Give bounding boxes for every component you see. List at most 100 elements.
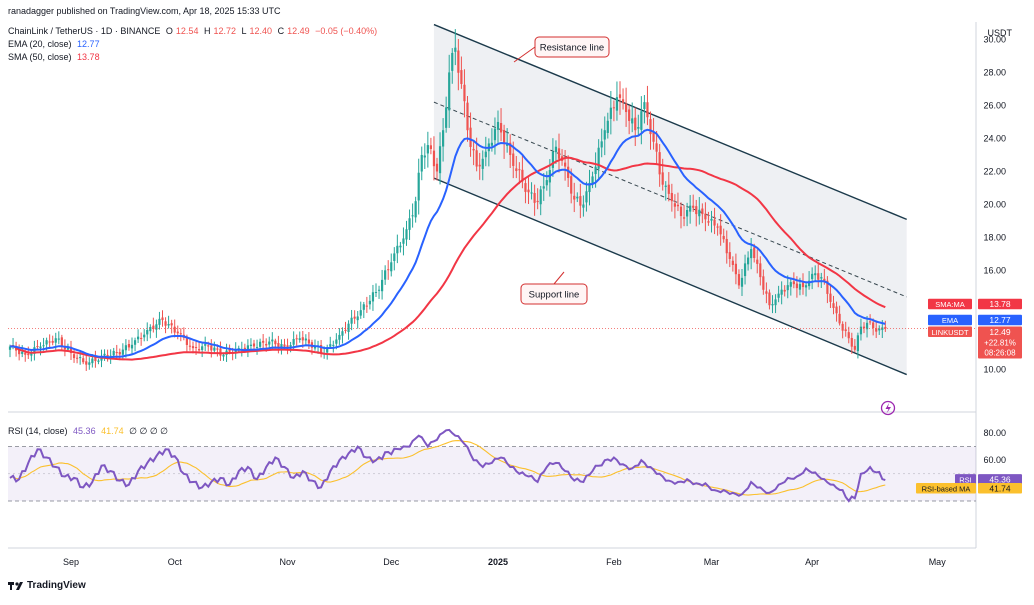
candle-body[interactable]	[57, 338, 60, 340]
candle-body[interactable]	[820, 277, 823, 279]
tradingview-footer[interactable]: TradingView	[8, 580, 86, 591]
candle-body[interactable]	[365, 305, 368, 307]
candle-body[interactable]	[713, 219, 716, 226]
candle-body[interactable]	[740, 277, 744, 287]
candle-body[interactable]	[198, 349, 201, 351]
candle-body[interactable]	[39, 346, 42, 349]
candle-body[interactable]	[731, 260, 734, 265]
candle-body[interactable]	[243, 347, 246, 351]
candle-body[interactable]	[350, 317, 353, 324]
candle-body[interactable]	[448, 72, 451, 111]
candle-body[interactable]	[277, 343, 280, 348]
candle-body[interactable]	[838, 313, 841, 324]
symbol-title[interactable]: ChainLink / TetherUS · 1D · BINANCE	[8, 26, 161, 36]
candle-body[interactable]	[847, 332, 850, 339]
candle-body[interactable]	[329, 344, 332, 347]
candle-body[interactable]	[597, 147, 600, 169]
candle-body[interactable]	[591, 176, 594, 185]
candle-body[interactable]	[859, 326, 863, 335]
candle-body[interactable]	[97, 360, 100, 362]
candle-body[interactable]	[155, 324, 158, 330]
candle-body[interactable]	[112, 350, 115, 356]
candle-body[interactable]	[283, 344, 286, 347]
candle-body[interactable]	[585, 191, 588, 203]
candle-body[interactable]	[289, 345, 292, 349]
candle-body[interactable]	[789, 282, 792, 287]
candle-body[interactable]	[878, 328, 881, 331]
candle-body[interactable]	[432, 150, 436, 167]
candle-body[interactable]	[161, 317, 164, 321]
candle-body[interactable]	[804, 285, 808, 288]
candle-body[interactable]	[359, 310, 362, 316]
candle-body[interactable]	[124, 345, 127, 351]
candle-body[interactable]	[295, 338, 298, 340]
candle-body[interactable]	[356, 316, 359, 321]
candle-body[interactable]	[307, 339, 310, 344]
candle-body[interactable]	[204, 344, 207, 346]
candle-body[interactable]	[103, 353, 106, 356]
candle-body[interactable]	[710, 218, 713, 221]
candle-body[interactable]	[615, 97, 619, 111]
candle-body[interactable]	[765, 291, 768, 294]
candle-body[interactable]	[698, 209, 701, 217]
candle-body[interactable]	[396, 245, 399, 254]
candle-body[interactable]	[719, 225, 722, 235]
candle-body[interactable]	[27, 353, 30, 356]
candle-body[interactable]	[286, 345, 289, 347]
candle-body[interactable]	[460, 70, 463, 84]
candle-body[interactable]	[850, 337, 853, 347]
support-line[interactable]	[433, 177, 907, 376]
candle-body[interactable]	[207, 345, 210, 347]
candle-body[interactable]	[76, 357, 79, 359]
candle-body[interactable]	[222, 354, 225, 357]
candle-body[interactable]	[213, 347, 216, 351]
candle-body[interactable]	[237, 348, 240, 350]
candle-body[interactable]	[411, 215, 414, 217]
candle-body[interactable]	[36, 346, 39, 348]
candle-body[interactable]	[533, 192, 536, 203]
candle-body[interactable]	[271, 339, 274, 342]
candle-body[interactable]	[173, 326, 176, 333]
candle-body[interactable]	[176, 331, 179, 334]
candle-body[interactable]	[695, 206, 698, 215]
candle-body[interactable]	[490, 142, 493, 146]
candle-body[interactable]	[167, 324, 170, 326]
candle-body[interactable]	[408, 218, 411, 230]
candle-body[interactable]	[832, 303, 835, 308]
candle-body[interactable]	[856, 335, 859, 352]
candle-body[interactable]	[756, 259, 759, 264]
candle-body[interactable]	[298, 338, 301, 340]
candle-body[interactable]	[79, 357, 82, 359]
candle-body[interactable]	[826, 280, 829, 294]
candle-body[interactable]	[481, 158, 484, 169]
candle-body[interactable]	[326, 347, 329, 353]
candle-body[interactable]	[774, 299, 777, 306]
candle-body[interactable]	[146, 329, 149, 335]
candle-body[interactable]	[368, 300, 371, 305]
candle-body[interactable]	[701, 208, 704, 215]
candle-body[interactable]	[454, 47, 457, 52]
candle-body[interactable]	[170, 323, 173, 326]
candle-body[interactable]	[72, 354, 76, 359]
candle-body[interactable]	[88, 362, 91, 365]
candle-body[interactable]	[582, 204, 585, 208]
candle-body[interactable]	[524, 183, 527, 192]
candle-body[interactable]	[612, 107, 615, 109]
sma-50-line[interactable]	[9, 156, 886, 361]
candle-body[interactable]	[45, 340, 48, 345]
candle-body[interactable]	[518, 169, 521, 171]
candle-body[interactable]	[658, 152, 661, 175]
candle-body[interactable]	[115, 352, 118, 354]
candle-body[interactable]	[692, 205, 695, 208]
candle-body[interactable]	[445, 107, 448, 128]
candle-body[interactable]	[795, 283, 798, 289]
candle-body[interactable]	[600, 141, 603, 148]
candle-body[interactable]	[63, 346, 66, 350]
candle-body[interactable]	[85, 361, 88, 365]
candle-body[interactable]	[332, 344, 335, 346]
candle-body[interactable]	[188, 345, 192, 347]
rsi-legend[interactable]: RSI (14, close) 45.36 41.74 ∅ ∅ ∅ ∅	[8, 426, 171, 437]
candle-body[interactable]	[341, 331, 344, 336]
candle-body[interactable]	[414, 201, 417, 218]
candle-body[interactable]	[338, 334, 341, 340]
